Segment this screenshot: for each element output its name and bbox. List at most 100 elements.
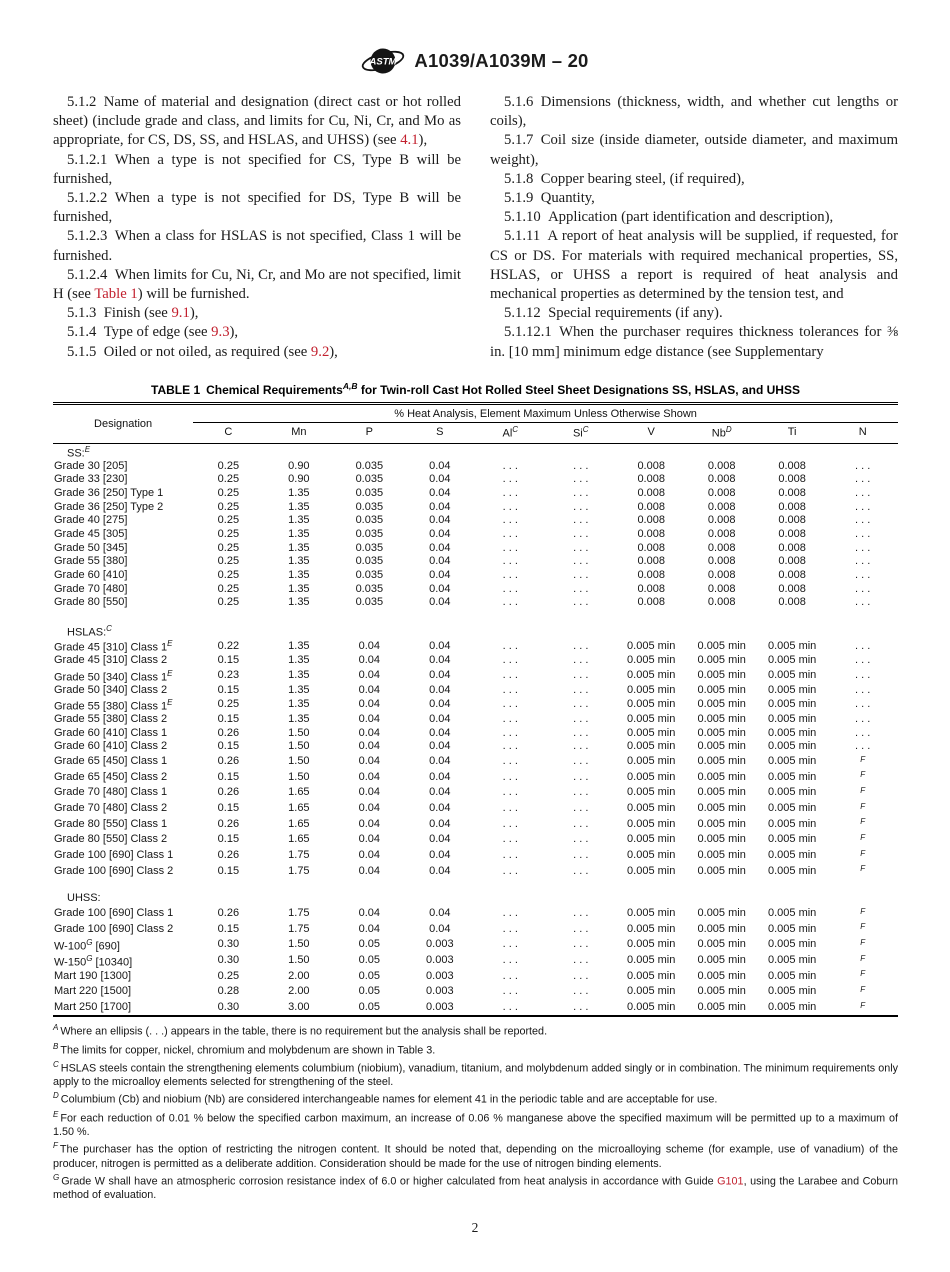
value-cell: 1.75 bbox=[288, 907, 310, 920]
column-header: NbD bbox=[686, 422, 757, 444]
value-cell: . . . bbox=[502, 802, 518, 815]
value-cell: F bbox=[827, 953, 898, 969]
designation-cell: Grade 50 [345] bbox=[54, 541, 128, 554]
value-cell: F bbox=[827, 801, 898, 817]
value-cell: 0.008 bbox=[707, 459, 736, 472]
value-cell: . . . bbox=[573, 669, 589, 682]
value-cell: 0.005 min bbox=[627, 683, 676, 696]
value-cell: 0.005 min bbox=[627, 907, 676, 920]
value-cell: . . . bbox=[573, 555, 589, 568]
value-cell: 0.005 min bbox=[767, 849, 817, 862]
footnote-reference: F bbox=[860, 922, 866, 932]
value-cell: . . . bbox=[855, 541, 871, 554]
paragraph: 5.1.5 Oiled or not oiled, as required (s… bbox=[53, 343, 461, 362]
footnote-reference: F bbox=[860, 985, 866, 994]
value-cell: . . . bbox=[573, 459, 589, 472]
value-cell: . . . bbox=[502, 864, 518, 877]
value-cell: 0.04 bbox=[358, 639, 381, 652]
value-cell: . . . bbox=[855, 500, 871, 513]
value-cell: . . . bbox=[502, 954, 518, 967]
value-cell: 0.008 bbox=[778, 473, 806, 486]
value-cell: 0.04 bbox=[429, 527, 451, 540]
footnote-reference: F bbox=[860, 817, 866, 827]
value-cell: 0.04 bbox=[358, 654, 381, 667]
cross-reference-link[interactable]: 9.2 bbox=[310, 343, 330, 360]
value-cell: . . . bbox=[502, 985, 518, 998]
value-cell: 0.003 bbox=[426, 985, 454, 998]
value-cell: 3.00 bbox=[288, 1000, 310, 1013]
value-cell: 0.15 bbox=[217, 802, 240, 815]
value-cell: 0.005 min bbox=[697, 698, 746, 711]
footnote-reference: E bbox=[167, 639, 173, 649]
value-cell: 0.22 bbox=[217, 639, 240, 652]
text-run: HSLAS steels contain the strengthening e… bbox=[53, 1062, 898, 1088]
cross-reference-link[interactable]: Table 1 bbox=[94, 286, 138, 303]
value-cell: 0.005 min bbox=[767, 1000, 817, 1013]
value-cell: . . . bbox=[573, 514, 589, 527]
paragraph: 5.1.7 Coil size (inside diameter, outsid… bbox=[490, 131, 898, 169]
text-run: 5.1.2.4 When limits for Cu, Ni, Cr, and … bbox=[53, 266, 461, 303]
value-cell: 0.26 bbox=[217, 755, 240, 768]
table-row: W-150G [10340] 0.30 1.50 0.05 0.003 . . . . . … bbox=[53, 953, 898, 969]
value-cell: 0.05 bbox=[358, 969, 381, 982]
value-cell: F bbox=[827, 968, 898, 984]
value-cell: 0.005 min bbox=[697, 639, 746, 652]
value-cell: . . . bbox=[502, 786, 518, 799]
value-cell: 0.04 bbox=[358, 849, 381, 862]
value-cell: . . . bbox=[855, 669, 871, 682]
value-cell: 1.75 bbox=[288, 849, 310, 862]
value-cell: 1.35 bbox=[288, 555, 310, 568]
column-header: V bbox=[615, 422, 687, 444]
value-cell: 0.90 bbox=[288, 473, 310, 486]
table-row: Grade 55 [380] 0.25 1.35 0.035 0.04 . . . . . … bbox=[53, 555, 898, 569]
footnote-reference: E bbox=[167, 668, 173, 678]
value-cell: 1.35 bbox=[288, 486, 310, 499]
value-cell: . . . bbox=[502, 596, 518, 609]
value-cell: . . . bbox=[502, 669, 518, 682]
cross-reference-link[interactable]: 4.1 bbox=[400, 132, 419, 149]
value-cell: . . . bbox=[502, 527, 518, 540]
spacer-row bbox=[53, 610, 898, 623]
value-cell: 1.35 bbox=[288, 639, 310, 652]
value-cell: 0.005 min bbox=[697, 713, 746, 726]
table-row: W-100G [690] 0.30 1.50 0.05 0.003 . . . . . . 0… bbox=[53, 937, 898, 953]
value-cell: 0.25 bbox=[217, 596, 240, 609]
value-cell: . . . bbox=[573, 726, 589, 739]
value-cell: 0.25 bbox=[217, 527, 240, 540]
footnote: E For each reduction of 0.01 % below the … bbox=[53, 1108, 898, 1140]
value-cell: . . . bbox=[502, 459, 518, 472]
table-row: Grade 100 [690] Class 2 0.15 1.75 0.04 0.04.… bbox=[53, 921, 898, 937]
value-cell: 1.35 bbox=[288, 500, 310, 513]
footnote-reference: E bbox=[84, 444, 91, 454]
table-row: Grade 100 [690] Class 1 0.26 1.75 0.04 0.04.… bbox=[53, 848, 898, 864]
value-cell: 0.005 min bbox=[767, 907, 817, 920]
text-run: 5.1.6 Dimensions (thickness, width, and … bbox=[490, 94, 898, 130]
designation-cell: Grade 60 [410] Class 2 bbox=[54, 740, 168, 753]
value-cell: 0.04 bbox=[429, 755, 451, 768]
value-cell: . . . bbox=[502, 569, 518, 581]
value-cell: 0.005 min bbox=[627, 922, 676, 935]
value-cell: F bbox=[827, 816, 898, 832]
section-label-row: SS:E bbox=[53, 443, 898, 459]
cross-reference-link[interactable]: 9.3 bbox=[211, 324, 230, 341]
cross-reference-link[interactable]: G101 bbox=[717, 1175, 744, 1188]
paragraph: 5.1.4 Type of edge (see 9.3), bbox=[53, 323, 461, 342]
designation-cell: Grade 80 [550] Class 1 bbox=[54, 817, 168, 830]
value-cell: 0.26 bbox=[217, 907, 240, 920]
footnote: A Where an ellipsis (. . .) appears in th… bbox=[53, 1021, 898, 1039]
value-cell: 0.005 min bbox=[697, 669, 746, 682]
value-cell: 0.005 min bbox=[627, 698, 676, 711]
value-cell: 0.25 bbox=[217, 969, 240, 982]
cross-reference-link[interactable]: 9.1 bbox=[171, 305, 190, 322]
value-cell: . . . bbox=[855, 698, 871, 711]
value-cell: 0.005 min bbox=[697, 864, 746, 877]
designation-cell: Grade 50 [340] Class 1E bbox=[54, 668, 173, 684]
value-cell: . . . bbox=[855, 740, 871, 753]
value-cell: 0.04 bbox=[429, 473, 451, 486]
value-cell: 0.04 bbox=[429, 582, 451, 595]
value-cell: . . . bbox=[502, 922, 518, 935]
value-cell: 0.04 bbox=[429, 654, 451, 667]
paragraph: 5.1.3 Finish (see 9.1), bbox=[53, 304, 461, 323]
value-cell: . . . bbox=[573, 938, 589, 951]
